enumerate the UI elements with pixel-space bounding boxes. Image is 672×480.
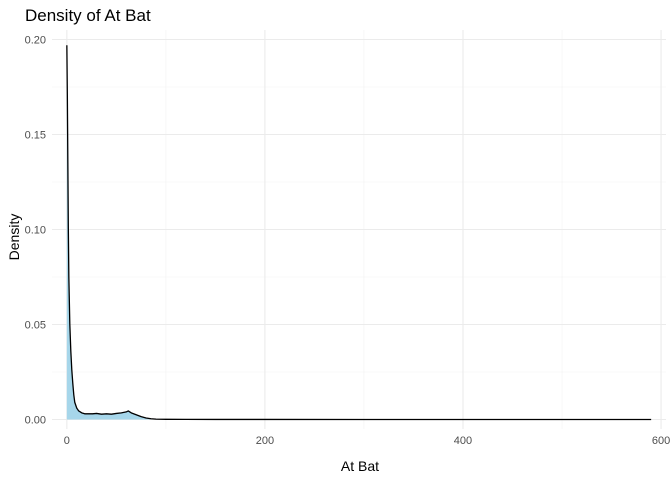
y-axis-label: Density (6, 214, 22, 261)
x-axis-label: At Bat (341, 458, 379, 474)
x-tick-label: 400 (454, 435, 472, 447)
density-area (66, 45, 652, 420)
y-tick-labels: 0.00 0.05 0.10 0.15 0.20 (25, 35, 46, 427)
x-tick-label: 0 (64, 435, 70, 447)
major-gridlines (52, 30, 666, 429)
y-tick-label: 0.05 (25, 320, 46, 332)
x-tick-labels: 0 200 400 600 (64, 435, 670, 447)
density-line (66, 45, 652, 421)
minor-gridlines (52, 30, 666, 429)
y-tick-label: 0.20 (25, 35, 46, 47)
x-tick-label: 600 (652, 435, 670, 447)
y-tick-label: 0.10 (25, 225, 46, 237)
chart-title: Density of At Bat (25, 6, 151, 25)
y-tick-label: 0.00 (25, 415, 46, 427)
x-tick-label: 200 (256, 435, 274, 447)
y-tick-label: 0.15 (25, 130, 46, 142)
